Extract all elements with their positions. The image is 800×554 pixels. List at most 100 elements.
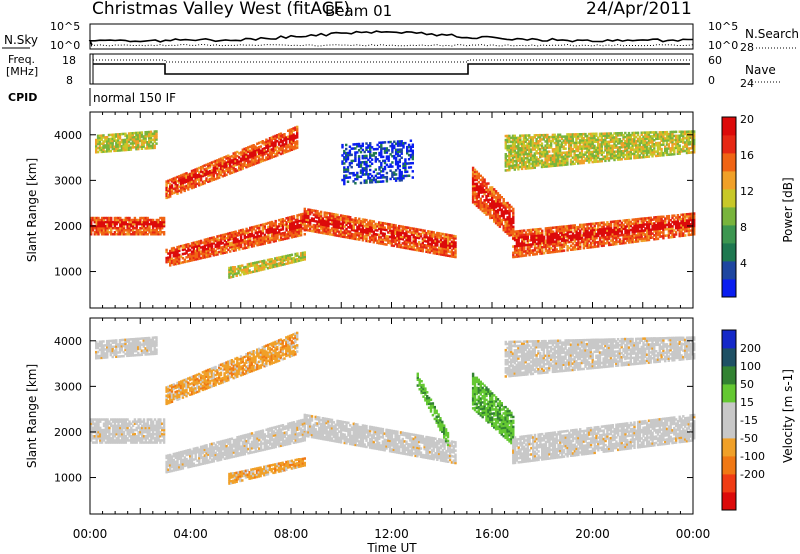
scatter-cell bbox=[307, 214, 310, 218]
scatter-cell bbox=[530, 230, 533, 234]
scatter-cell bbox=[303, 226, 306, 229]
scatter-cell bbox=[346, 157, 350, 161]
scatter-cell bbox=[400, 140, 403, 143]
scatter-cell bbox=[259, 241, 263, 244]
scatter-cell bbox=[428, 251, 432, 254]
scatter-cell bbox=[327, 222, 330, 225]
scatter-cell bbox=[620, 227, 623, 231]
scatter-cell bbox=[568, 230, 571, 234]
scatter-cell bbox=[95, 140, 98, 144]
scatter-cell bbox=[189, 244, 192, 248]
scatter-cell bbox=[277, 143, 281, 146]
scatter-cell bbox=[535, 160, 538, 163]
scatter-cell bbox=[376, 229, 379, 232]
scatter-cell bbox=[447, 240, 450, 243]
scatter-cell bbox=[232, 168, 235, 172]
scatter-cell bbox=[209, 254, 212, 258]
scatter-cell bbox=[504, 153, 507, 156]
scatter-cell bbox=[232, 158, 235, 161]
scatter-cell bbox=[387, 231, 390, 234]
scatter-cell bbox=[276, 134, 279, 137]
scatter-cell bbox=[263, 158, 266, 162]
scatter-cell bbox=[580, 161, 584, 165]
scatter-cell bbox=[394, 236, 397, 240]
scatter-cell bbox=[405, 246, 408, 250]
scatter-cell bbox=[323, 230, 326, 233]
scatter-cell bbox=[546, 241, 549, 244]
scatter-cell bbox=[201, 256, 205, 259]
scatter-cell bbox=[398, 229, 401, 232]
scatter-cell bbox=[223, 237, 226, 240]
scatter-cell bbox=[370, 162, 374, 165]
scatter-cell bbox=[329, 218, 332, 222]
scatter-cell bbox=[133, 231, 137, 234]
scatter-cell bbox=[584, 227, 587, 230]
scatter-cell bbox=[388, 241, 392, 245]
scatter-cell bbox=[400, 150, 403, 153]
scatter-cell bbox=[374, 239, 377, 242]
scatter-cell bbox=[236, 242, 239, 245]
cpid-strip: CPID normal 150 IF bbox=[8, 88, 176, 106]
scatter-cell bbox=[693, 216, 696, 219]
scatter-cell bbox=[471, 182, 475, 186]
scatter-cell bbox=[410, 241, 414, 245]
scatter-cell bbox=[604, 235, 607, 239]
scatter-cell bbox=[559, 235, 562, 239]
scatter-cell bbox=[345, 236, 348, 239]
scatter-cell bbox=[550, 238, 553, 242]
scatter-cell bbox=[411, 157, 414, 161]
scatter-cell bbox=[524, 136, 527, 139]
scatter-cell bbox=[363, 181, 366, 184]
scatter-cell bbox=[374, 156, 377, 159]
scatter-cell bbox=[508, 209, 511, 213]
scatter-cell bbox=[615, 236, 618, 240]
scatter-cell bbox=[221, 247, 225, 251]
scatter-cell bbox=[169, 251, 172, 255]
scatter-cell bbox=[378, 168, 381, 171]
scatter-cell bbox=[131, 146, 134, 149]
scatter-cell bbox=[290, 140, 293, 143]
scatter-cell bbox=[135, 131, 138, 135]
power-scatter bbox=[90, 125, 696, 279]
scatter-cell bbox=[586, 147, 589, 150]
scatter-cell bbox=[564, 155, 567, 158]
scatter-cell bbox=[345, 221, 348, 224]
scatter-cell bbox=[387, 140, 390, 144]
scatter-cell bbox=[192, 258, 195, 262]
scatter-cell bbox=[252, 154, 255, 158]
scatter-cell bbox=[577, 160, 580, 163]
scatter-cell bbox=[256, 148, 259, 152]
scatter-cell bbox=[102, 229, 106, 232]
scatter-cell bbox=[305, 224, 308, 228]
scatter-cell bbox=[432, 233, 435, 236]
scatter-cell bbox=[267, 235, 270, 238]
scatter-cell bbox=[203, 254, 206, 257]
scatter-cell bbox=[203, 250, 206, 253]
scatter-cell bbox=[225, 165, 228, 168]
scatter-cell bbox=[367, 144, 370, 147]
scatter-cell bbox=[345, 153, 348, 157]
scatter-cell bbox=[198, 250, 201, 254]
scatter-cell bbox=[254, 151, 257, 155]
scatter-cell bbox=[363, 224, 366, 228]
scatter-cell bbox=[570, 248, 573, 251]
scatter-cell bbox=[265, 239, 268, 243]
scatter-cell bbox=[405, 236, 408, 240]
scatter-cell bbox=[589, 229, 593, 232]
scatter-cell bbox=[504, 157, 507, 160]
scatter-cell bbox=[481, 186, 484, 190]
scatter-cell bbox=[212, 240, 215, 243]
scatter-cell bbox=[560, 239, 564, 243]
scatter-cell bbox=[274, 136, 277, 140]
scatter-cell bbox=[539, 151, 542, 155]
scatter-cell bbox=[394, 228, 397, 231]
scatter-cell bbox=[187, 253, 190, 257]
scatter-cell bbox=[120, 147, 123, 150]
scatter-cell bbox=[477, 204, 480, 207]
scatter-cell bbox=[270, 238, 274, 242]
scatter-cell bbox=[425, 231, 428, 235]
scatter-cell bbox=[411, 153, 414, 157]
scatter-cell bbox=[312, 217, 315, 221]
scatter-cell bbox=[106, 220, 109, 224]
scatter-cell bbox=[636, 236, 640, 239]
